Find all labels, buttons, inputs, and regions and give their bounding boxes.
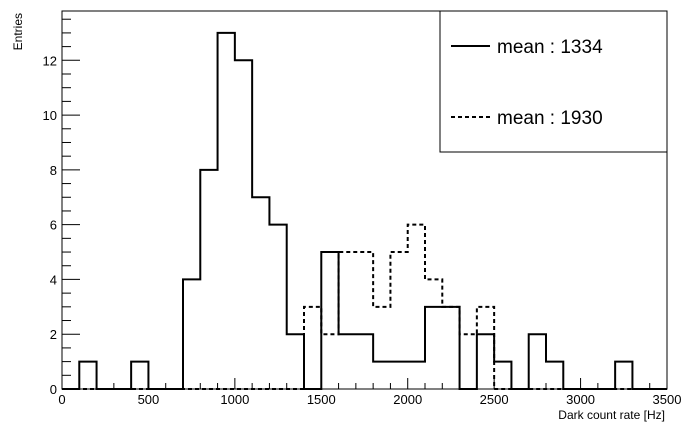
x-tick-label: 1000 [220,392,249,407]
x-axis-ticks: 0 500 1000 1500 2000 2500 3000 3500 [58,378,681,407]
y-tick-label: 0 [50,382,57,397]
y-axis-label: Entries [11,13,25,50]
x-tick-label: 500 [138,392,160,407]
plot-frame [61,10,668,390]
y-tick-label: 8 [50,163,57,178]
x-axis-label: Dark count rate [Hz] [558,408,665,422]
y-tick-label: 4 [50,272,57,287]
legend-entry-solid: mean : 1334 [497,37,603,58]
y-tick-label: 10 [43,108,57,123]
y-axis-ticks: 0 2 4 6 8 10 12 [43,18,80,397]
x-tick-label: 1500 [307,392,336,407]
histogram-series-dashed [62,223,667,390]
legend: mean : 1334 mean : 1930 [439,10,668,153]
x-tick-label: 3000 [566,392,595,407]
legend-entry-dashed: mean : 1930 [497,108,603,129]
x-tick-label: 2500 [480,392,509,407]
y-tick-label: 6 [50,218,57,233]
x-tick-label: 0 [58,392,65,407]
y-tick-label: 12 [43,53,57,68]
x-tick-label: 2000 [393,392,422,407]
y-tick-label: 2 [50,327,57,342]
legend-box [439,10,668,153]
x-tick-label: 3500 [653,392,682,407]
